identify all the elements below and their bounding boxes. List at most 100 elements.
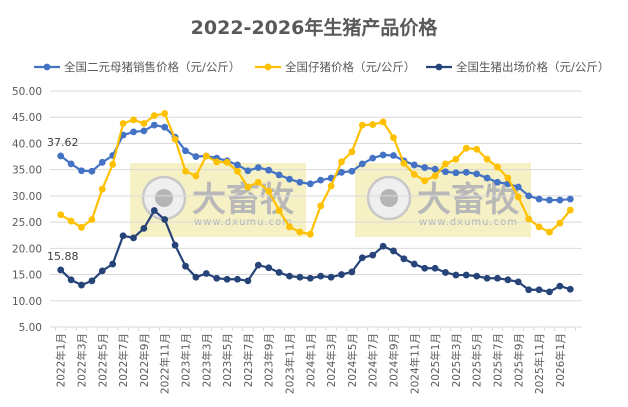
data-point — [483, 274, 491, 282]
x-tick-label: 2024年3月 — [325, 333, 338, 387]
x-tick-label: 2022年7月 — [117, 333, 130, 387]
x-tick-label: 2023年3月 — [200, 333, 213, 387]
eye-pupil-icon — [380, 189, 398, 207]
data-point — [348, 167, 356, 175]
data-point — [514, 183, 522, 191]
data-point — [306, 230, 314, 238]
data-point — [358, 121, 366, 129]
data-point — [535, 195, 543, 203]
data-point — [182, 167, 189, 175]
data-point — [535, 223, 543, 231]
data-point — [431, 264, 439, 272]
data-point — [379, 151, 387, 159]
data-point — [494, 178, 501, 186]
x-tick-label: 2026年1月 — [554, 333, 567, 387]
data-point — [286, 223, 293, 231]
data-point — [88, 167, 96, 175]
data-label: 37.62 — [47, 136, 79, 149]
data-point — [556, 219, 564, 227]
data-point — [140, 120, 148, 127]
data-point — [514, 193, 522, 201]
data-label: 15.88 — [47, 250, 79, 263]
data-point — [525, 192, 533, 200]
data-point — [410, 161, 418, 169]
data-point — [78, 281, 85, 289]
data-point — [67, 276, 75, 284]
data-point — [535, 286, 543, 294]
data-point — [525, 215, 533, 223]
data-point — [234, 275, 241, 283]
x-tick-label: 2024年5月 — [346, 333, 359, 387]
data-point — [462, 168, 470, 176]
data-point — [150, 121, 158, 129]
data-point — [566, 285, 574, 293]
data-point — [514, 278, 522, 286]
x-tick-label: 2023年1月 — [180, 333, 193, 387]
y-tick-label: 25.00 — [12, 217, 42, 229]
gridlines — [50, 90, 582, 328]
y-tick-label: 35.00 — [12, 165, 42, 177]
data-point — [452, 169, 460, 177]
data-point — [525, 286, 533, 294]
data-point — [234, 161, 241, 169]
data-point — [546, 228, 553, 236]
data-point — [338, 158, 345, 166]
data-point — [275, 171, 283, 179]
data-point — [171, 241, 179, 249]
data-point — [358, 160, 366, 168]
y-tick-label: 5.00 — [19, 322, 42, 334]
data-point — [317, 202, 325, 210]
data-point — [161, 216, 169, 223]
data-point — [98, 267, 106, 275]
data-point — [57, 266, 65, 274]
data-point — [494, 163, 501, 171]
data-point — [265, 264, 273, 272]
watermark-brand: 大畜牧 — [417, 180, 520, 220]
data-point — [67, 160, 75, 168]
eye-pupil-icon — [155, 189, 173, 207]
data-point — [192, 273, 200, 281]
data-point — [546, 196, 553, 204]
data-point — [182, 147, 189, 155]
data-point — [327, 182, 335, 190]
y-tick-label: 30.00 — [12, 191, 42, 203]
y-tick-label: 20.00 — [12, 243, 42, 255]
data-point — [556, 282, 564, 290]
data-point — [57, 152, 65, 160]
legend-item: 全国仔猪价格（元/公斤） — [255, 60, 415, 74]
data-point — [119, 232, 127, 240]
y-tick-label: 10.00 — [12, 296, 42, 308]
data-point — [452, 155, 460, 163]
data-point — [483, 155, 491, 163]
data-point — [494, 274, 501, 282]
data-point — [254, 164, 262, 171]
data-point — [275, 207, 283, 214]
data-point — [286, 272, 293, 280]
data-point — [109, 260, 117, 268]
data-point — [421, 177, 429, 185]
legend: 全国二元母猪销售价格（元/公斤） 全国仔猪价格（元/公斤） 全国生猪出场价格（元/公… — [34, 60, 609, 74]
data-point — [109, 161, 117, 168]
data-point — [150, 207, 158, 214]
data-point — [442, 160, 449, 168]
data-point — [452, 271, 460, 279]
legend-item: 全国二元母猪销售价格（元/公斤） — [34, 60, 240, 74]
data-point — [338, 271, 345, 278]
data-point — [369, 154, 377, 162]
data-point — [400, 255, 408, 263]
data-point — [88, 277, 96, 285]
legend-label: 全国仔猪价格（元/公斤） — [285, 60, 415, 74]
x-tick-label: 2024年11月 — [408, 333, 421, 394]
data-point — [390, 247, 397, 255]
data-point — [223, 158, 231, 166]
data-point — [88, 216, 96, 223]
data-point — [473, 145, 481, 153]
data-point — [442, 269, 449, 276]
watermark-brand: 大畜牧 — [192, 180, 295, 220]
data-point — [265, 166, 273, 174]
data-point — [119, 120, 127, 127]
data-point — [130, 234, 137, 242]
data-point — [462, 271, 470, 279]
data-point — [504, 174, 512, 182]
